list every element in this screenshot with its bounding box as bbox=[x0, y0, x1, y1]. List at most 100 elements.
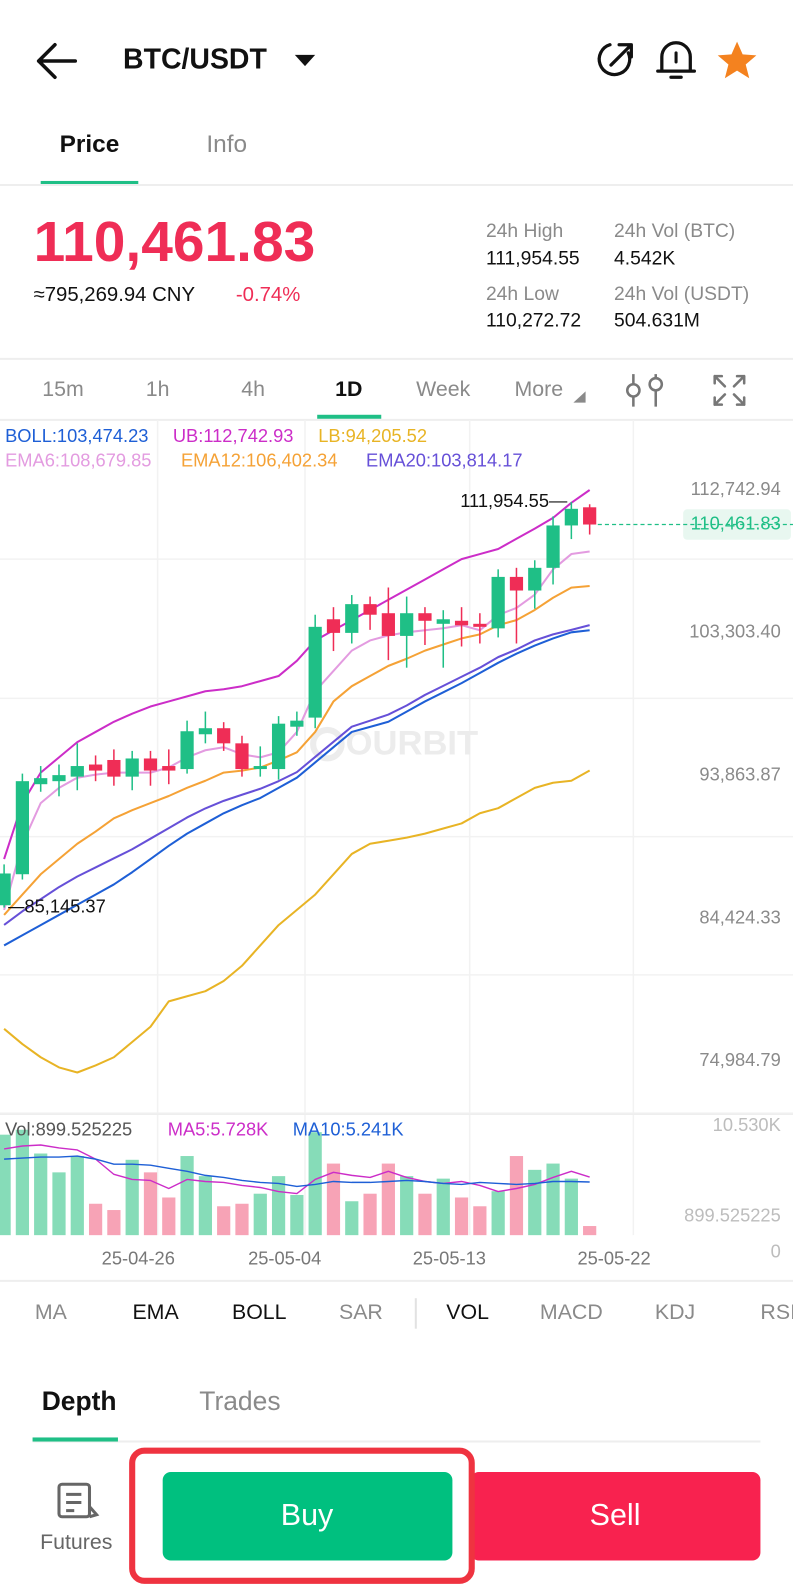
indicator-tab[interactable]: KDJ bbox=[655, 1300, 695, 1324]
candle-body bbox=[564, 508, 578, 526]
candle-body bbox=[290, 720, 304, 727]
bell[interactable] bbox=[656, 41, 696, 79]
tab-trades[interactable]: Trades bbox=[199, 1386, 280, 1416]
chart-backdrop bbox=[0, 419, 793, 1236]
volume-ma-line bbox=[4, 1155, 590, 1188]
candle-body bbox=[436, 619, 450, 624]
volume-bar bbox=[400, 1176, 414, 1236]
icon-stroke[interactable] bbox=[713, 374, 746, 406]
share-arrow[interactable] bbox=[609, 43, 633, 67]
volume-bar bbox=[0, 1134, 11, 1236]
indicator-tab-active[interactable]: BOLL bbox=[232, 1300, 287, 1324]
candle-body bbox=[363, 604, 377, 615]
futures-icon[interactable] bbox=[57, 1482, 92, 1519]
volume-bar bbox=[180, 1156, 194, 1236]
icon-stroke[interactable] bbox=[625, 383, 641, 398]
legend-entry: LB:94,205.52 bbox=[318, 425, 427, 446]
y-tick-label: 0 bbox=[771, 1240, 781, 1261]
candle-body bbox=[473, 623, 487, 627]
candle-body bbox=[107, 759, 121, 777]
indicator-tab[interactable]: SAR bbox=[339, 1300, 383, 1324]
volume-bar bbox=[70, 1156, 84, 1236]
symbol[interactable]: BTC/USDT bbox=[123, 44, 267, 76]
legend-entry: UB:112,742.93 bbox=[173, 425, 294, 446]
volume-bar bbox=[418, 1193, 432, 1236]
volume-bar bbox=[107, 1210, 121, 1236]
tab-indicator bbox=[40, 180, 139, 186]
indicator-line bbox=[3, 489, 591, 860]
indicator-tab-active[interactable]: VOL bbox=[446, 1300, 489, 1324]
tab-price[interactable]: Price bbox=[60, 131, 120, 158]
volume-bar bbox=[363, 1193, 377, 1236]
indicator-tab-active[interactable]: EMA bbox=[132, 1300, 179, 1324]
timeframe[interactable]: 4h bbox=[241, 377, 265, 401]
watermark-text: OURBIT bbox=[346, 724, 478, 762]
share-icon[interactable] bbox=[597, 43, 633, 77]
favorite-star[interactable] bbox=[717, 41, 757, 79]
timeframe[interactable]: Week bbox=[416, 377, 470, 401]
cny-price: ≈795,269.94 CNY bbox=[34, 284, 196, 306]
indicator-tab[interactable]: MACD bbox=[540, 1300, 603, 1324]
fullscreen-icon[interactable] bbox=[713, 374, 746, 406]
buy-button[interactable] bbox=[162, 1472, 453, 1561]
volume-bar bbox=[583, 1226, 597, 1236]
volume-bar bbox=[52, 1172, 66, 1236]
stat-value: 110,272.72 bbox=[486, 310, 581, 331]
watermark-logo bbox=[310, 726, 345, 762]
timeframe[interactable]: 15m bbox=[42, 377, 83, 401]
share-circle[interactable] bbox=[597, 43, 632, 77]
last-price: 110,461.83 bbox=[34, 210, 316, 274]
candle-body bbox=[253, 766, 267, 770]
x-tick-label: 25-05-22 bbox=[577, 1247, 650, 1268]
volume-bar bbox=[15, 1129, 30, 1236]
timeframe[interactable]: 1h bbox=[146, 377, 170, 401]
last-volume-label: 899.525225 bbox=[684, 1205, 781, 1226]
volume-bar bbox=[308, 1132, 322, 1236]
volume-bar bbox=[509, 1156, 524, 1236]
candle-body bbox=[454, 620, 469, 626]
icon-stroke[interactable] bbox=[648, 376, 664, 392]
y-tick-label: 74,984.79 bbox=[699, 1049, 780, 1070]
futures-button[interactable]: Futures bbox=[40, 1482, 112, 1554]
indicator-line bbox=[3, 769, 591, 1074]
volume-bar bbox=[34, 1153, 48, 1236]
stat-label: 24h Vol (BTC) bbox=[614, 221, 735, 242]
timeframe-active[interactable]: 1D bbox=[335, 377, 362, 401]
futures-label[interactable]: Futures bbox=[40, 1530, 112, 1554]
indicator-tab[interactable]: MA bbox=[35, 1300, 68, 1324]
volume-bar bbox=[143, 1172, 158, 1236]
more-caret bbox=[573, 391, 586, 403]
stat-value: 504.631M bbox=[614, 310, 700, 331]
symbol-dropdown[interactable] bbox=[294, 54, 316, 67]
indicator-tab[interactable]: RSI bbox=[760, 1300, 793, 1324]
highlight-box bbox=[129, 1447, 475, 1584]
volume-bar bbox=[198, 1176, 212, 1236]
futures-icon[interactable] bbox=[66, 1492, 100, 1519]
back-button[interactable] bbox=[36, 42, 78, 80]
candle-body bbox=[345, 604, 359, 633]
alert-icon[interactable] bbox=[656, 41, 696, 79]
candle-body bbox=[0, 873, 11, 906]
candle-body bbox=[271, 723, 286, 770]
back-arrow[interactable] bbox=[36, 42, 78, 80]
candle-body bbox=[400, 613, 414, 636]
indicator-settings-icon[interactable] bbox=[625, 374, 664, 407]
tab-info[interactable]: Info bbox=[206, 131, 247, 158]
volume-bar bbox=[381, 1163, 395, 1236]
legend-entry: MA5:5.728K bbox=[168, 1118, 269, 1139]
y-tick-label: 112,742.94 bbox=[691, 478, 781, 499]
volume-bar bbox=[436, 1178, 450, 1236]
low-label: 85,145.37 bbox=[24, 895, 105, 916]
tab-depth[interactable]: Depth bbox=[42, 1386, 117, 1416]
x-tick-label: 25-05-04 bbox=[248, 1247, 321, 1268]
volume-ma-line bbox=[3, 1144, 590, 1195]
sell-button[interactable] bbox=[470, 1472, 761, 1561]
y-tick-label: 103,303.40 bbox=[689, 621, 781, 642]
candle-body bbox=[546, 525, 560, 568]
timeframe-more[interactable]: More bbox=[515, 377, 564, 401]
candle-body bbox=[583, 507, 597, 525]
buy-label[interactable]: Buy bbox=[281, 1498, 334, 1532]
candle-body bbox=[88, 764, 103, 771]
sell-label[interactable]: Sell bbox=[590, 1498, 641, 1532]
